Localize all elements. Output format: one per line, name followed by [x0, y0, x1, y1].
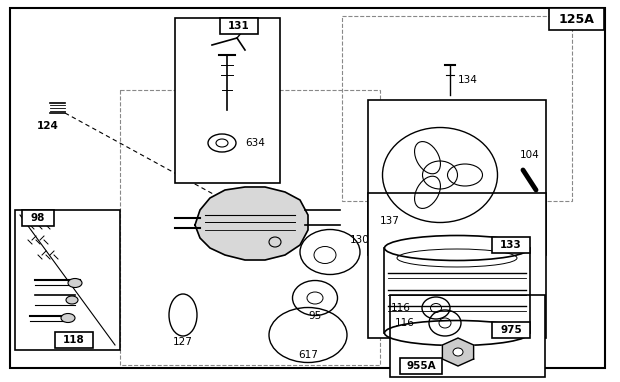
Ellipse shape	[61, 314, 75, 322]
Bar	[220, 18, 258, 34]
Bar	[175, 18, 280, 183]
Bar	[492, 322, 530, 338]
Bar	[15, 210, 120, 350]
Text: 131: 131	[228, 21, 250, 31]
Text: 617: 617	[298, 350, 318, 360]
Bar	[549, 8, 604, 30]
Text: 634: 634	[245, 138, 265, 148]
Bar	[368, 193, 546, 338]
Text: 125A: 125A	[559, 13, 595, 26]
Text: 116: 116	[391, 303, 411, 313]
Text: 137: 137	[380, 216, 400, 226]
Bar	[400, 358, 442, 374]
Bar	[120, 90, 380, 365]
Bar	[55, 332, 93, 348]
Text: 118: 118	[63, 335, 85, 345]
Text: 124: 124	[37, 121, 59, 131]
Polygon shape	[443, 338, 474, 366]
Text: 116: 116	[395, 318, 415, 328]
Bar	[342, 16, 572, 201]
Ellipse shape	[66, 296, 78, 304]
Text: 95: 95	[308, 311, 322, 321]
Text: 127: 127	[173, 337, 193, 347]
Bar	[390, 295, 545, 377]
Text: 104: 104	[520, 150, 540, 160]
Ellipse shape	[68, 278, 82, 288]
Ellipse shape	[453, 348, 463, 356]
Bar	[368, 100, 546, 255]
Text: 975: 975	[500, 325, 522, 335]
Bar	[22, 210, 54, 226]
Bar	[492, 237, 530, 253]
Polygon shape	[195, 187, 308, 260]
Text: 98: 98	[31, 213, 45, 223]
Text: 133: 133	[500, 240, 522, 250]
Text: 134: 134	[458, 75, 478, 85]
Text: 130: 130	[350, 235, 370, 245]
Text: 955A: 955A	[406, 361, 436, 371]
